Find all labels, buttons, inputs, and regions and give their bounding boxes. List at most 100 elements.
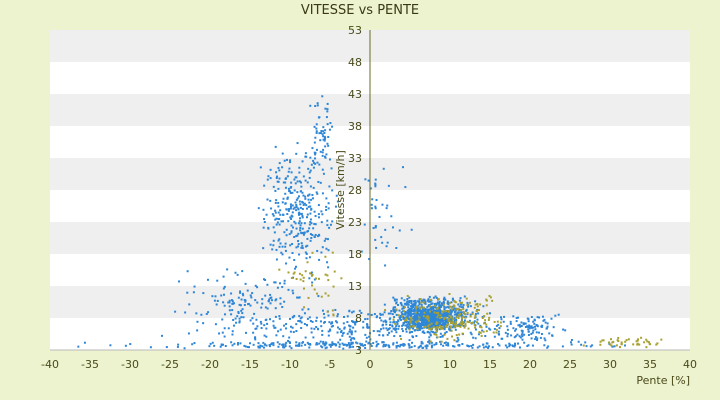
data-point [328,128,331,131]
data-point [370,207,373,210]
data-point [423,319,426,322]
data-point [405,330,408,333]
data-point [408,296,411,299]
data-point [467,305,470,308]
data-point [269,302,272,305]
data-point [611,345,614,348]
data-point [395,341,398,344]
data-point [620,341,623,344]
data-point [353,337,356,340]
data-point [305,252,308,255]
x-tick-label: 20 [523,358,537,371]
data-point [527,318,530,321]
data-point [492,331,495,334]
data-point [336,321,339,324]
data-point [429,328,432,331]
data-point [457,317,460,320]
data-point [362,320,365,323]
data-point [405,303,408,306]
data-point [405,316,408,319]
data-point [295,323,298,326]
y-tick-label: 48 [348,56,362,69]
data-point [400,302,403,305]
data-point [278,169,281,172]
data-point [387,344,390,347]
x-tick-label: 25 [563,358,577,371]
data-point [423,298,426,301]
data-point [464,323,467,326]
data-point [442,300,445,303]
data-point [272,226,275,229]
data-point [200,313,203,316]
data-point [409,321,412,324]
data-point [308,227,311,230]
data-point [434,323,437,326]
data-point [301,191,304,194]
data-point [231,300,234,303]
data-point [382,343,385,346]
data-point [482,346,485,349]
data-point [462,304,465,307]
data-point [336,331,339,334]
data-point [408,344,411,347]
data-point [275,217,278,220]
x-tick-label: -20 [201,358,219,371]
data-point [293,236,296,239]
data-point [244,282,247,285]
data-point [309,233,312,236]
data-point [609,338,612,341]
data-point [497,330,500,333]
data-point [420,321,423,324]
data-point [261,298,264,301]
data-point [264,279,267,282]
data-point [281,343,284,346]
data-point [281,201,284,204]
data-point [418,314,421,317]
data-point [254,299,257,302]
data-point [309,272,312,275]
data-point [414,308,417,311]
data-point [517,316,520,319]
data-point [249,319,252,322]
data-point [316,102,319,105]
data-point [254,338,257,341]
data-point [437,306,440,309]
data-point [300,185,303,188]
data-point [436,326,439,329]
data-point [287,288,290,291]
data-point [269,318,272,321]
data-point [515,328,518,331]
data-point [262,346,265,349]
data-point [385,245,388,248]
data-point [270,343,273,346]
data-point [425,318,428,321]
data-point [419,317,422,320]
x-tick-label: -5 [325,358,336,371]
data-point [582,344,585,347]
data-point [244,345,247,348]
data-point [473,321,476,324]
data-point [474,337,477,340]
data-point [240,298,243,301]
data-point [321,133,324,136]
data-point [419,322,422,325]
data-point [349,338,352,341]
data-point [250,296,253,299]
data-point [435,296,438,299]
data-point [282,181,285,184]
data-point [485,298,488,301]
data-point [284,343,287,346]
data-point [427,340,430,343]
data-point [469,315,472,318]
data-point [314,153,317,156]
data-point [514,344,517,347]
data-point [276,180,279,183]
data-point [373,313,376,316]
data-point [461,316,464,319]
data-point [459,301,462,304]
data-point [211,295,214,298]
data-point [476,302,479,305]
data-point [295,329,298,332]
data-point [390,330,393,333]
data-point [409,325,412,328]
